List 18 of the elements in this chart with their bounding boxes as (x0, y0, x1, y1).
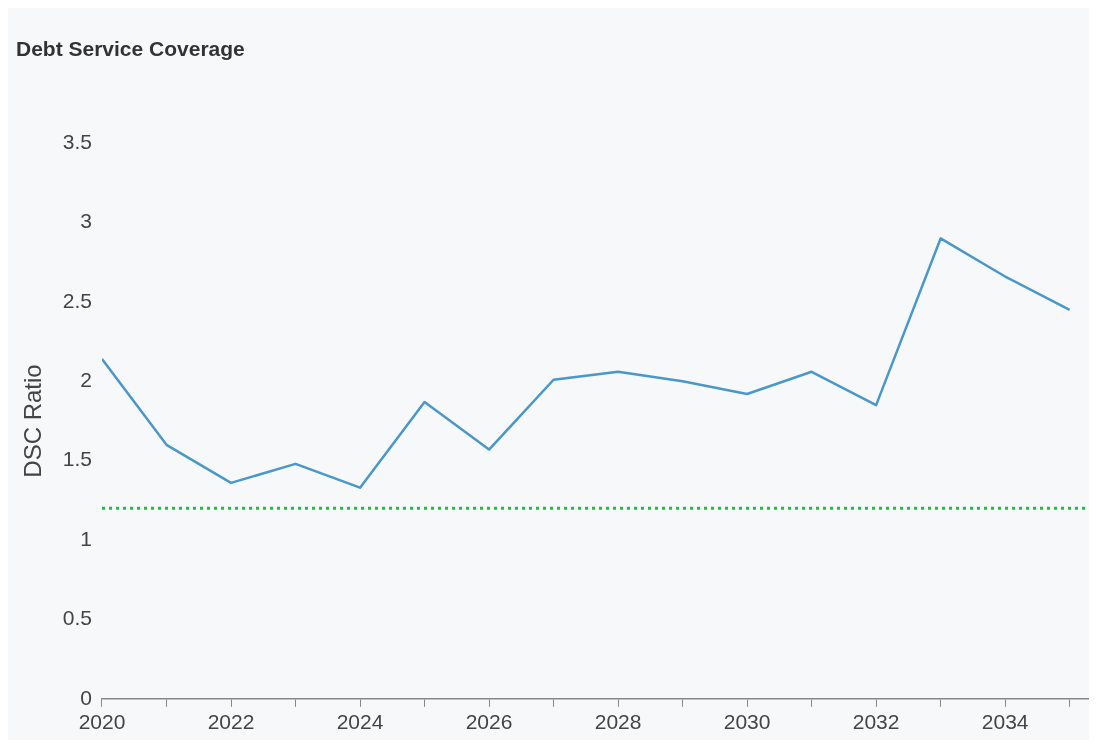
y-tick-label: 1 (80, 526, 92, 550)
x-tick-label: 2032 (852, 710, 900, 734)
y-tick-label: 0 (80, 685, 92, 709)
y-axis-title: DSC Ratio (19, 364, 47, 478)
y-tick-label: 3.5 (62, 130, 92, 153)
chart-title: Debt Service Coverage (16, 37, 245, 61)
x-tick-label: 2024 (336, 710, 384, 734)
x-tick-label: 2020 (78, 710, 126, 734)
x-tick-label: 2030 (723, 710, 771, 734)
x-tick-label: 2022 (207, 710, 255, 734)
y-tick-label: 2 (80, 368, 92, 392)
y-tick-label: 0.5 (62, 606, 92, 630)
x-tick-label: 2034 (981, 710, 1029, 734)
y-tick-label: 1.5 (62, 447, 92, 471)
y-tick-label: 3 (80, 209, 92, 233)
x-tick-label: 2026 (465, 710, 513, 734)
y-tick-label: 2.5 (62, 288, 92, 312)
x-tick-label: 2028 (594, 710, 642, 734)
